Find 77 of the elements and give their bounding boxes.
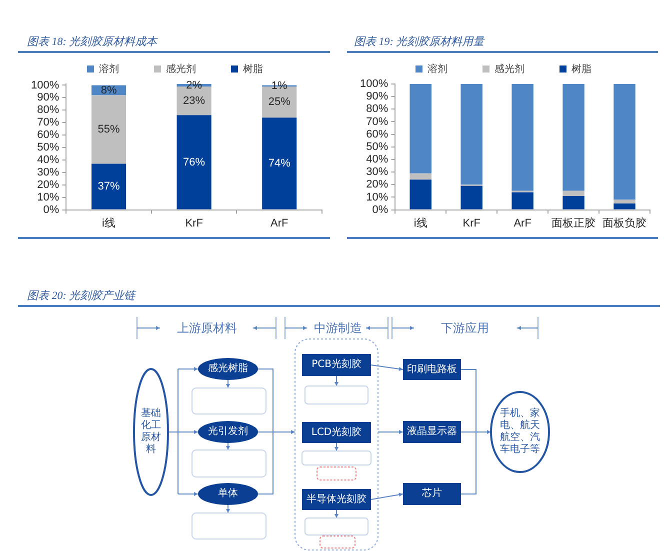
data-label: 37% [98,180,120,193]
y-tick-label: 80% [366,103,388,116]
text: 液晶显示器 [407,426,457,438]
bar [562,84,584,191]
x-tick-label: ArF [270,217,288,230]
bar [614,204,636,210]
text: 半导体光刻胶 [306,494,366,506]
data-label: 76% [183,156,206,168]
y-tick-label: 50% [366,140,388,153]
text: 中游制造 [314,321,362,335]
legend-label: 树脂 [572,62,592,75]
text: 芯片 [422,488,442,500]
data-label: 8% [100,84,117,96]
bar [92,164,126,210]
y-tick-label: 50% [37,142,60,154]
text: 印刷电路板 [407,364,457,376]
bar [512,192,534,210]
x-tick-label: KrF [185,217,204,230]
bar [410,84,432,174]
y-tick-label: 80% [37,104,60,116]
text: PCB光刻胶 [312,359,362,371]
bar [614,84,636,200]
x-tick-label: i线 [414,216,428,230]
x-tick-label: i线 [102,216,116,230]
text: 单体 [218,488,238,500]
x-tick-label: KrF [462,217,481,230]
data-label: 74% [268,157,291,170]
text: 下游应用 [441,321,489,335]
text: 基础化工原材料 [140,408,162,456]
bar [92,95,126,164]
y-tick-label: 20% [37,178,60,191]
y-tick-label: 40% [37,154,60,166]
text: LCD光刻胶 [311,426,362,438]
y-tick-label: 60% [366,128,388,140]
text: 上游原材料 [177,321,237,335]
y-tick-label: 20% [366,178,388,191]
y-tick-label: 40% [366,154,388,166]
bar [614,200,636,204]
data-label: 55% [98,123,120,136]
bar [176,115,212,210]
y-tick-label: 30% [366,166,388,178]
text: 图表 20: 光刻胶产业链 [27,290,136,303]
y-tick-label: 90% [37,92,60,104]
x-tick-label: 面板正胶 [552,216,596,230]
chart-title: 图表 18: 光刻胶原材料成本 [27,36,158,49]
legend-label: 感光剂 [494,62,524,75]
text: 感光树脂 [208,363,248,375]
bar [562,196,584,210]
y-tick-label: 100% [360,78,388,90]
x-tick-label: 面板负胶 [602,216,647,230]
y-tick-label: 10% [366,191,388,204]
text: 光引发剂 [208,426,248,438]
bar [460,186,482,210]
legend-label: 感光剂 [166,62,196,75]
y-tick-label: 100% [30,79,60,92]
y-tick-label: 10% [37,191,60,204]
y-tick-label: 90% [366,90,388,103]
data-label: 23% [183,94,206,107]
legend-label: 溶剂 [428,62,448,75]
x-tick-label: ArF [514,217,532,230]
legend-label: 溶剂 [99,62,119,75]
bar [460,84,482,185]
bar [562,190,584,196]
chart-title: 图表 19: 光刻胶原材料用量 [354,36,484,49]
y-tick-label: 30% [37,166,60,178]
bar [262,118,297,210]
y-tick-label: 60% [37,129,60,142]
bar [410,173,432,180]
y-tick-label: 0% [43,204,60,216]
y-tick-label: 70% [366,116,388,128]
y-tick-label: 0% [372,204,388,216]
bar [512,84,534,191]
bar [410,180,432,210]
legend-label: 树脂 [243,62,263,75]
text: 手机、家电、航天航空、汽车电子等 [500,408,540,456]
data-label: 25% [268,96,291,108]
y-tick-label: 70% [37,116,60,129]
